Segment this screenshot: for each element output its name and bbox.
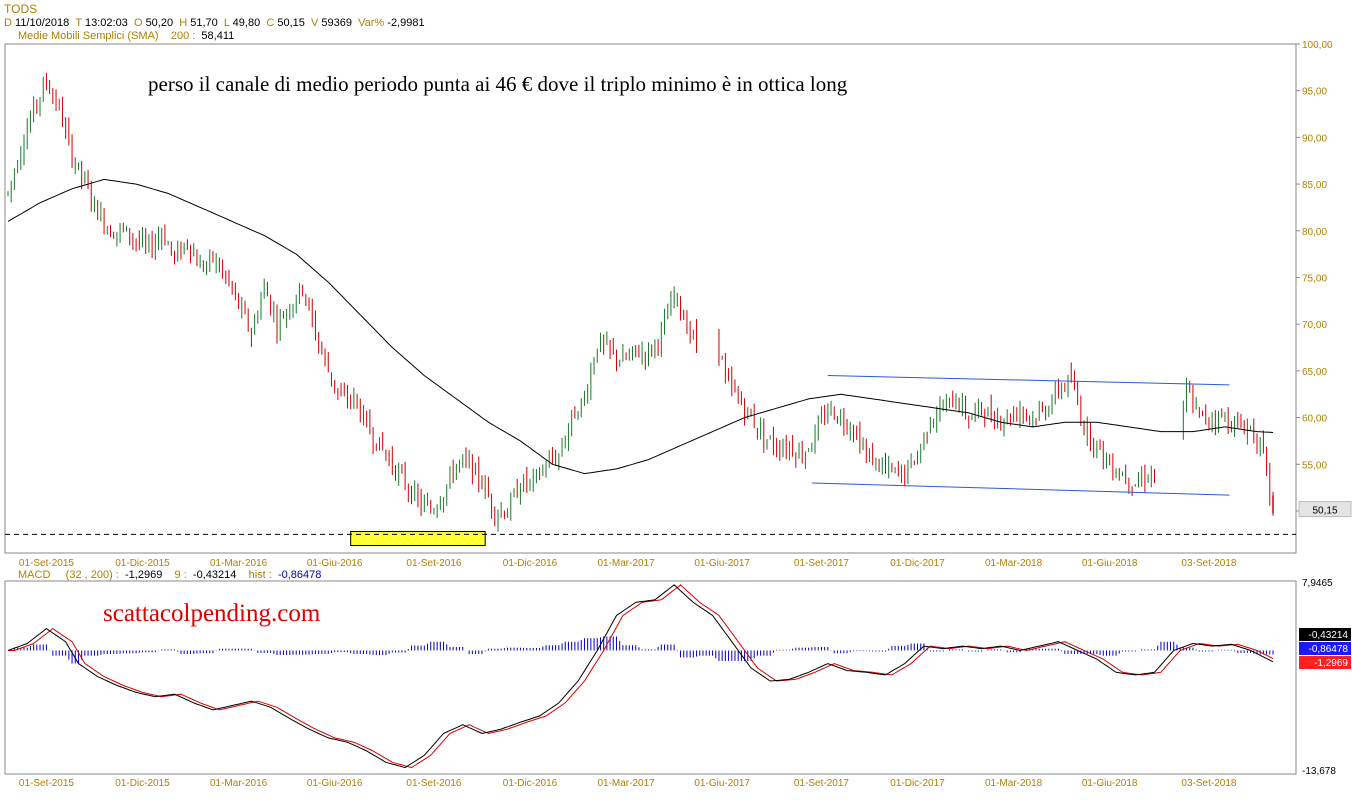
macd-y-bottom-label: -13,678 bbox=[1302, 766, 1336, 777]
hist-label: hist : bbox=[248, 569, 272, 581]
candles-group bbox=[7, 72, 1274, 532]
macd-line bbox=[7, 584, 1274, 769]
sma-200-line bbox=[7, 178, 1274, 475]
price-y-tick-label: 55,00 bbox=[1302, 460, 1327, 471]
macd-x-tick-label: 01-Giu-2017 bbox=[694, 778, 750, 789]
last-price-badge bbox=[1298, 501, 1352, 518]
price-x-tick-label: 03-Set-2018 bbox=[1181, 558, 1236, 569]
macd-panel-frame bbox=[4, 580, 1297, 775]
price-x-tick-label: 01-Giu-2017 bbox=[694, 558, 750, 569]
ticker-label: TODS bbox=[4, 2, 37, 16]
macd-signal-line bbox=[8, 584, 1274, 769]
macd-value-badge bbox=[1299, 642, 1351, 655]
macd-x-tick-label: 01-Dic-2015 bbox=[115, 778, 170, 789]
price-x-tick-label: 01-Giu-2016 bbox=[307, 558, 363, 569]
channel-line bbox=[811, 482, 1230, 496]
macd-y-top-label: 7,9465 bbox=[1302, 578, 1333, 589]
sma-value: 58,411 bbox=[201, 30, 235, 42]
sma-readout: Medie Mobili Semplici (SMA) 200 : 58,411 bbox=[18, 30, 234, 42]
macd-value-badge bbox=[1299, 628, 1351, 641]
price-y-tick-label: 70,00 bbox=[1302, 320, 1327, 331]
price-x-tick-label: 01-Dic-2016 bbox=[503, 558, 558, 569]
volume-label: V bbox=[311, 17, 319, 29]
close-label: C bbox=[266, 17, 275, 29]
sma-label: Medie Mobili Semplici (SMA) bbox=[18, 30, 159, 42]
volume-value: 59369 bbox=[321, 17, 352, 29]
macd-x-tick-label: 03-Set-2018 bbox=[1181, 778, 1236, 789]
macd-x-tick-label: 01-Dic-2017 bbox=[890, 778, 945, 789]
ticker: TODS bbox=[4, 2, 38, 16]
macd-value-badge-label: -0,86478 bbox=[1309, 644, 1349, 655]
hist-value: -0,86478 bbox=[277, 569, 322, 581]
high-value: 51,70 bbox=[190, 17, 218, 29]
macd-x-tick-label: 01-Set-2015 bbox=[19, 778, 74, 789]
low-label: L bbox=[223, 17, 230, 29]
high-label: H bbox=[179, 17, 188, 29]
price-y-tick-label: 85,00 bbox=[1302, 180, 1327, 191]
date-value: 11/10/2018 bbox=[15, 17, 70, 29]
var-value: -2,9981 bbox=[387, 17, 425, 29]
price-y-tick-label: 100,00 bbox=[1302, 40, 1333, 51]
price-y-tick-label: 75,00 bbox=[1302, 273, 1327, 284]
price-x-tick-label: 01-Mar-2018 bbox=[985, 558, 1043, 569]
time-value: 13:02:03 bbox=[84, 17, 128, 29]
signal-value: -0,43214 bbox=[192, 569, 237, 581]
date-label: D bbox=[4, 17, 12, 29]
price-x-tick-label: 01-Set-2017 bbox=[794, 558, 849, 569]
macd-histogram-group bbox=[10, 636, 1274, 664]
price-x-tick-label: 01-Set-2015 bbox=[19, 558, 74, 569]
macd-x-tick-label: 01-Mar-2016 bbox=[210, 778, 268, 789]
support-highlight-box bbox=[350, 531, 486, 547]
price-panel-frame bbox=[4, 43, 1297, 554]
last-price-label: 50,15 bbox=[1312, 506, 1337, 517]
macd-params: (32 , 200) : bbox=[65, 569, 119, 581]
time-label: T bbox=[75, 17, 82, 29]
price-y-tick-label: 60,00 bbox=[1302, 414, 1327, 425]
price-x-tick-label: 01-Dic-2017 bbox=[890, 558, 945, 569]
price-x-tick-label: 01-Dic-2015 bbox=[115, 558, 170, 569]
macd-x-tick-label: 01-Giu-2018 bbox=[1082, 778, 1138, 789]
sma-period: 200 : bbox=[170, 30, 196, 42]
price-y-tick-label: 90,00 bbox=[1302, 133, 1327, 144]
price-y-tick-label: 95,00 bbox=[1302, 87, 1327, 98]
price-x-tick-label: 01-Mar-2017 bbox=[597, 558, 655, 569]
low-value: 49,80 bbox=[232, 17, 261, 29]
macd-x-tick-label: 01-Set-2017 bbox=[794, 778, 849, 789]
macd-value-badge-label: -1,2969 bbox=[1314, 658, 1348, 669]
price-y-tick-label: 80,00 bbox=[1302, 227, 1327, 238]
open-label: O bbox=[133, 17, 143, 29]
watermark-text: scattacolpending.com bbox=[103, 600, 321, 627]
macd-x-tick-label: 01-Giu-2016 bbox=[307, 778, 363, 789]
macd-x-tick-label: 01-Mar-2017 bbox=[597, 778, 655, 789]
signal-label: 9 : bbox=[174, 569, 187, 581]
price-x-tick-label: 01-Giu-2018 bbox=[1082, 558, 1138, 569]
channel-line bbox=[827, 375, 1230, 386]
price-x-tick-label: 01-Mar-2016 bbox=[210, 558, 268, 569]
macd-x-tick-label: 01-Dic-2016 bbox=[503, 778, 558, 789]
macd-value: -1,2969 bbox=[125, 569, 163, 581]
price-y-tick-label: 65,00 bbox=[1302, 367, 1327, 378]
macd-value-badge bbox=[1299, 656, 1351, 669]
price-x-tick-label: 01-Set-2016 bbox=[406, 558, 461, 569]
macd-value-badge-label: -0,43214 bbox=[1309, 630, 1349, 641]
macd-title: MACD bbox=[18, 569, 51, 581]
open-value: 50,20 bbox=[145, 17, 174, 29]
ohlc-readout: D 11/10/2018 T 13:02:03 O 50,20 H 51,70 … bbox=[4, 17, 425, 29]
var-label: Var% bbox=[358, 17, 385, 29]
close-value: 50,15 bbox=[277, 17, 305, 29]
macd-x-tick-label: 01-Mar-2018 bbox=[985, 778, 1043, 789]
macd-x-tick-label: 01-Set-2016 bbox=[406, 778, 461, 789]
macd-readout: MACD (32 , 200) : -1,2969 9 : -0,43214 h… bbox=[18, 569, 321, 581]
analysis-annotation: perso il canale di medio periodo punta a… bbox=[148, 72, 848, 96]
